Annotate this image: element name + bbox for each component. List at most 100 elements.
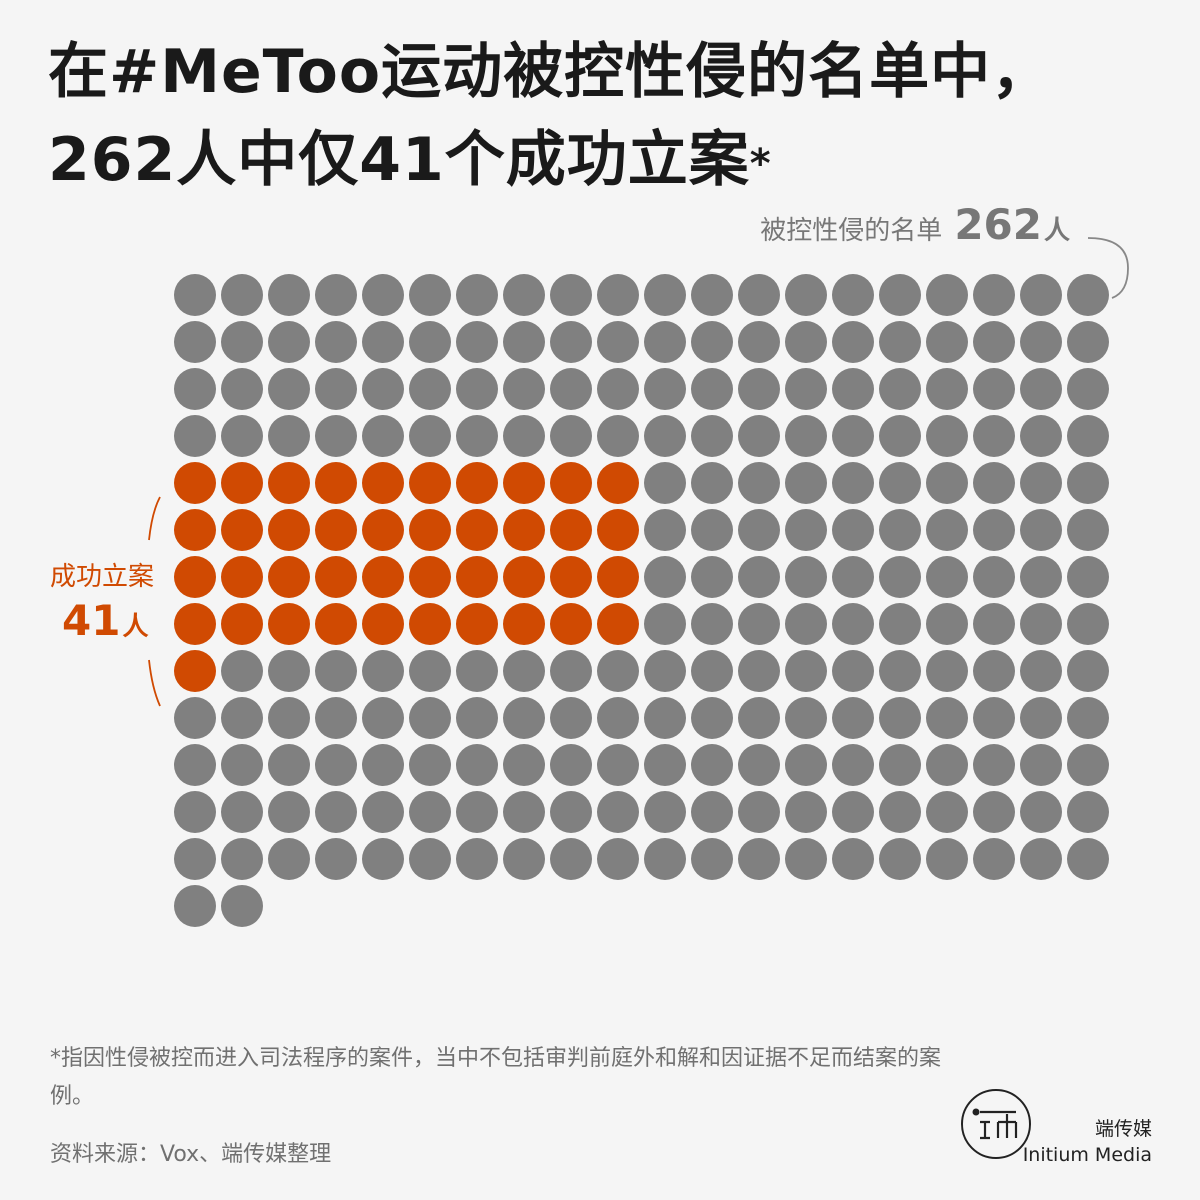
highlight-dot — [174, 509, 216, 551]
highlight-dot — [315, 556, 357, 598]
person-dot — [550, 697, 592, 739]
person-dot — [221, 650, 263, 692]
source-note: 资料来源：Vox、端传媒整理 — [50, 1142, 332, 1167]
person-dot — [456, 650, 498, 692]
person-dot — [503, 744, 545, 786]
highlight-dot — [221, 603, 263, 645]
person-dot — [738, 744, 780, 786]
person-dot — [550, 274, 592, 316]
person-dot — [832, 368, 874, 410]
person-dot — [1067, 321, 1109, 363]
person-dot — [832, 415, 874, 457]
person-dot — [785, 462, 827, 504]
highlight-dot — [268, 509, 310, 551]
person-dot — [1020, 791, 1062, 833]
highlight-dot — [456, 603, 498, 645]
person-dot — [644, 650, 686, 692]
person-dot — [1067, 462, 1109, 504]
total-number: 262 — [954, 200, 1042, 249]
title-line-2-text: 262人中仅41个成功立案 — [48, 125, 750, 195]
person-dot — [691, 509, 733, 551]
person-dot — [973, 509, 1015, 551]
person-dot — [1067, 838, 1109, 880]
highlight-dot — [221, 509, 263, 551]
person-dot — [362, 791, 404, 833]
person-dot — [879, 556, 921, 598]
person-dot — [879, 462, 921, 504]
person-dot — [1020, 603, 1062, 645]
person-dot — [691, 556, 733, 598]
person-dot — [879, 838, 921, 880]
person-dot — [832, 744, 874, 786]
person-dot — [879, 274, 921, 316]
highlight-dot — [174, 556, 216, 598]
person-dot — [691, 274, 733, 316]
person-dot — [644, 415, 686, 457]
highlight-dot — [409, 556, 451, 598]
person-dot — [597, 744, 639, 786]
person-dot — [644, 838, 686, 880]
person-dot — [691, 791, 733, 833]
person-dot — [362, 274, 404, 316]
highlight-dot — [409, 603, 451, 645]
person-dot — [268, 744, 310, 786]
person-dot — [738, 791, 780, 833]
person-dot — [221, 415, 263, 457]
person-dot — [832, 274, 874, 316]
person-dot — [926, 791, 968, 833]
person-dot — [832, 603, 874, 645]
person-dot — [315, 744, 357, 786]
person-dot — [1020, 697, 1062, 739]
person-dot — [174, 697, 216, 739]
highlight-dot — [362, 556, 404, 598]
person-dot — [879, 509, 921, 551]
person-dot — [738, 368, 780, 410]
person-dot — [456, 791, 498, 833]
chart-title: 在#MeToo运动被控性侵的名单中， 262人中仅41个成功立案* — [48, 28, 1158, 204]
person-dot — [926, 509, 968, 551]
person-dot — [738, 650, 780, 692]
person-dot — [409, 791, 451, 833]
person-dot — [738, 415, 780, 457]
person-dot — [221, 274, 263, 316]
person-dot — [785, 556, 827, 598]
highlight-dot — [503, 556, 545, 598]
person-dot — [456, 274, 498, 316]
highlight-dot — [503, 462, 545, 504]
person-dot — [738, 838, 780, 880]
person-dot — [1067, 603, 1109, 645]
person-dot — [315, 791, 357, 833]
highlight-dot — [174, 603, 216, 645]
person-dot — [362, 838, 404, 880]
person-dot — [362, 415, 404, 457]
person-dot — [597, 415, 639, 457]
highlight-dot — [503, 603, 545, 645]
person-dot — [644, 274, 686, 316]
person-dot — [785, 697, 827, 739]
person-dot — [879, 415, 921, 457]
person-dot — [832, 556, 874, 598]
person-dot — [644, 556, 686, 598]
person-dot — [1020, 321, 1062, 363]
person-dot — [879, 368, 921, 410]
highlight-dot — [268, 603, 310, 645]
person-dot — [409, 744, 451, 786]
person-dot — [926, 321, 968, 363]
person-dot — [644, 321, 686, 363]
person-dot — [926, 744, 968, 786]
highlight-dot — [597, 556, 639, 598]
person-dot — [315, 838, 357, 880]
person-dot — [973, 697, 1015, 739]
person-dot — [174, 744, 216, 786]
person-dot — [550, 744, 592, 786]
highlight-dot — [409, 462, 451, 504]
person-dot — [503, 650, 545, 692]
highlight-dot — [315, 462, 357, 504]
person-dot — [550, 838, 592, 880]
person-dot — [691, 650, 733, 692]
person-dot — [550, 415, 592, 457]
person-dot — [315, 650, 357, 692]
highlight-label: 成功立案 — [50, 562, 155, 592]
person-dot — [691, 744, 733, 786]
person-dot — [973, 415, 1015, 457]
